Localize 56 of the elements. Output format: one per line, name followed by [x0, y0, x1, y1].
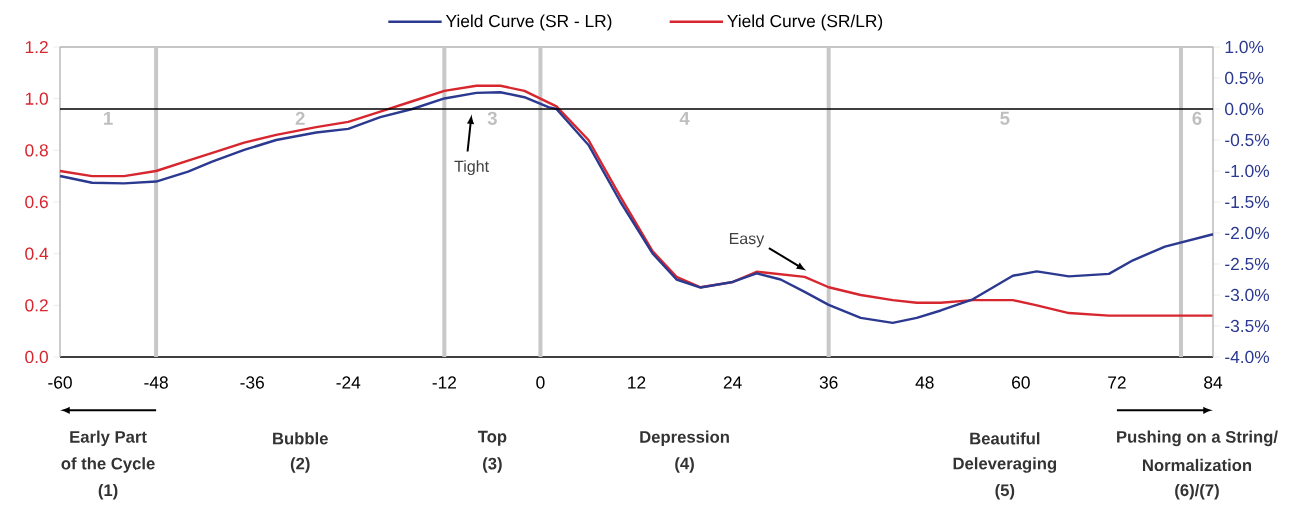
y2-tick-label: 1.0%: [1225, 40, 1264, 54]
x-tick-label: 72: [1108, 376, 1126, 389]
x-tick-label: -24: [336, 376, 361, 389]
text: Pushing on a String/: [1117, 430, 1278, 447]
annotation: 5: [1000, 111, 1010, 125]
y-tick-label: 0.8: [25, 144, 48, 157]
x-tick-label: 24: [723, 376, 742, 389]
text: Top: [477, 430, 507, 446]
y2-tick-label: -2.0%: [1225, 226, 1270, 240]
annotation: 3: [487, 111, 497, 125]
y2-tick-label: -1.0%: [1225, 164, 1270, 178]
x-tick-label: -36: [240, 376, 264, 389]
y2-tick-label: -1.5%: [1225, 195, 1270, 209]
y-tick-label: 0.6: [25, 195, 48, 209]
annotation: 1: [104, 111, 113, 125]
text: Deleveraging: [953, 457, 1057, 473]
x-tick-label: 84: [1204, 376, 1223, 389]
y2-tick-label: -2.5%: [1225, 257, 1270, 271]
y2-tick-label: -4.0%: [1225, 350, 1270, 364]
text: Normalization: [1143, 458, 1252, 472]
text: (3): [483, 457, 502, 473]
y-tick-label: 0.2: [25, 299, 48, 312]
annotation: Easy: [729, 233, 765, 248]
text: (5): [995, 483, 1015, 500]
annotation: Tight: [454, 160, 489, 176]
text: Beautiful: [970, 432, 1040, 445]
x-tick-label: 60: [1012, 376, 1030, 389]
y-tick-label: 1.0: [25, 92, 48, 105]
text: Depression: [640, 430, 729, 447]
text: of the Cycle: [61, 457, 155, 473]
text: Early Part: [70, 430, 147, 447]
text: (1): [98, 483, 118, 500]
legend-label: Yield Curve (SR/LR): [727, 14, 883, 31]
annotation: 2: [295, 111, 305, 125]
y2-tick-label: 0.5%: [1225, 71, 1264, 85]
y-tick-label: 0.0: [25, 350, 48, 364]
x-tick-label: 0: [536, 376, 545, 389]
x-tick-label: 48: [915, 376, 934, 389]
text: (4): [675, 457, 694, 473]
x-tick-label: -60: [48, 376, 72, 389]
text: (2): [290, 457, 310, 473]
y2-tick-label: -0.5%: [1225, 133, 1270, 147]
x-tick-label: -12: [432, 376, 456, 389]
annotation: 6: [1192, 111, 1202, 125]
text: (6)/(7): [1175, 483, 1219, 500]
x-tick-label: 12: [628, 376, 646, 389]
y-tick-label: 0.4: [25, 247, 49, 260]
y2-tick-label: -3.5%: [1225, 319, 1270, 333]
annotation: 4: [679, 111, 690, 125]
x-tick-label: 36: [819, 376, 838, 389]
y2-tick-label: 0.0%: [1225, 102, 1264, 116]
x-tick-label: -48: [144, 376, 168, 389]
y-tick-label: 1.2: [25, 40, 48, 54]
y2-tick-label: -3.0%: [1225, 288, 1270, 302]
legend-label: Yield Curve (SR - LR): [445, 14, 612, 31]
text: Bubble: [273, 432, 328, 445]
